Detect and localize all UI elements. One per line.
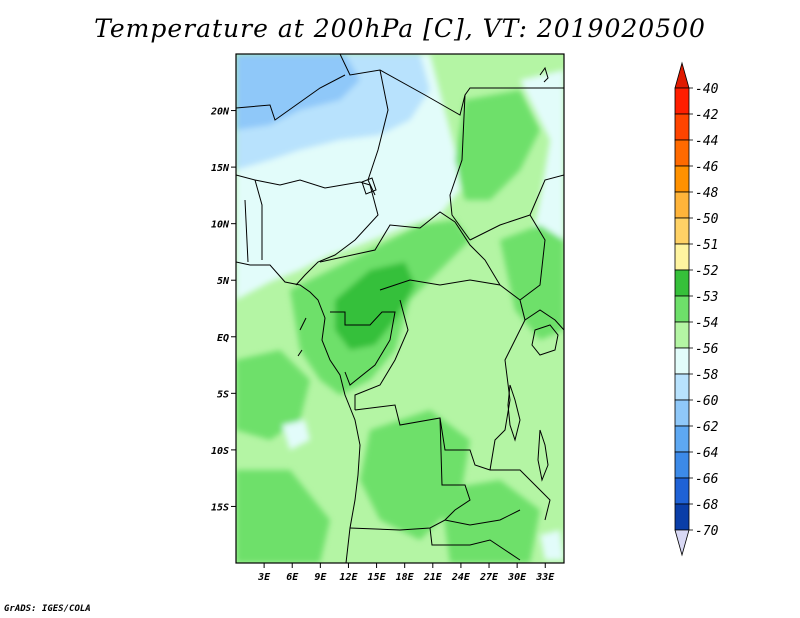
- lake-chad: [361, 177, 377, 195]
- lake-tanganyika: [507, 384, 521, 442]
- colorbar-level-label: -68: [695, 498, 719, 513]
- colorbar-swatch: [674, 321, 690, 349]
- colorbar-swatch: [674, 269, 690, 297]
- x-tick-label: 27E: [479, 572, 499, 583]
- y-tick-label: 15S: [211, 502, 229, 513]
- field-minus53-southwest: [236, 470, 330, 563]
- colorbar-level-label: -40: [695, 82, 719, 97]
- grads-credit: GrADS: IGES/COLA: [4, 604, 91, 614]
- border-angola-namibia: [349, 509, 521, 531]
- x-tick-label: 18E: [396, 572, 415, 583]
- border-ethiopia: [529, 174, 564, 216]
- field-minus54-pocket-sw: [282, 420, 310, 450]
- colorbar-swatch: [674, 139, 690, 167]
- border-cameroon-car: [319, 211, 501, 286]
- colorbar-swatch: [674, 87, 690, 115]
- colorbar-swatch: [674, 425, 690, 453]
- border-south-sudan: [469, 214, 546, 301]
- border-angola-zambia: [439, 417, 471, 521]
- x-tick-label: 21E: [423, 572, 443, 583]
- field-minus53-east: [500, 225, 564, 340]
- colorbar-level-label: -60: [695, 394, 719, 409]
- border-namibia-botswana: [429, 527, 521, 561]
- x-tick-label: 33E: [535, 572, 555, 583]
- colorbar-level-label: -70: [695, 524, 719, 539]
- colorbar-top-arrow: [674, 61, 690, 89]
- border-zambia-zimbabwe: [490, 469, 551, 521]
- colorbar-swatch: [674, 347, 690, 375]
- colorbar-swatch: [674, 477, 690, 505]
- border-chad-sudan: [449, 94, 471, 241]
- colorbar-level-label: -62: [695, 420, 719, 435]
- colorbar-level-label: -53: [695, 290, 718, 305]
- border-algeria-niger: [236, 74, 346, 121]
- coast-east-lake-victoria: [531, 324, 559, 356]
- colorbar-swatch: [674, 295, 690, 323]
- colorbar-swatch: [674, 191, 690, 219]
- map-frame: [235, 53, 565, 564]
- border-tanzania-kenya: [524, 309, 564, 331]
- colorbar-level-label: -56: [695, 342, 719, 357]
- border-libya-niger-chad: [339, 54, 564, 116]
- colorbar-level-label: -51: [695, 238, 718, 253]
- colorbar-level-label: -50: [695, 212, 719, 227]
- y-tick-label: 5S: [217, 389, 229, 400]
- field-minus58-north: [236, 54, 360, 130]
- colorbar-swatch: [674, 243, 690, 271]
- colorbar-level-label: -44: [695, 134, 718, 149]
- border-drc-east: [489, 299, 526, 471]
- map-title: Temperature at 200hPa [C], VT: 201902050…: [94, 14, 706, 43]
- border-car-drc: [379, 279, 521, 301]
- border-drc-angola: [354, 404, 491, 471]
- colorbar: -40 -42 -44 -46 -48 -50 -51 -52 -53 -54 -56 -58 -60 -…: [674, 61, 719, 557]
- y-tick-label: 10N: [211, 220, 230, 231]
- colorbar-swatch: [674, 217, 690, 245]
- x-tick-label: 24E: [451, 572, 471, 583]
- border-nigeria-cameroon: [295, 184, 379, 286]
- colorbar-swatch: [674, 165, 690, 193]
- field-minus52-core: [335, 262, 415, 350]
- colorbar-swatch: [674, 399, 690, 427]
- colorbar-level-label: -66: [695, 472, 719, 487]
- x-tick-label: 6E: [286, 572, 299, 583]
- lake-malawi: [537, 429, 549, 482]
- y-tick-label: 20N: [210, 107, 230, 118]
- colorbar-level-label: -52: [695, 264, 719, 279]
- colorbar-level-label: -42: [695, 108, 719, 123]
- border-drc-west: [354, 299, 409, 410]
- colorbar-level-label: -48: [695, 186, 719, 201]
- y-tick-label: 5N: [217, 276, 230, 287]
- colorbar-level-label: -46: [695, 160, 719, 175]
- field-minus54-pocket-se: [540, 530, 564, 560]
- border-gabon-congo: [330, 311, 396, 386]
- field-minus53-northeast: [455, 90, 540, 200]
- y-axis-ticks: 20N 15N 10N 5N EQ 5S 10S 15S: [210, 107, 236, 513]
- x-tick-label: 9E: [314, 572, 327, 583]
- colorbar-swatch: [674, 373, 690, 401]
- border-benin-togo: [244, 179, 263, 263]
- x-tick-label: 15E: [368, 572, 387, 583]
- temperature-field: [236, 54, 564, 563]
- colorbar-level-label: -54: [695, 316, 718, 331]
- x-axis-ticks: 3E 6E 9E 12E 15E 18E 21E 24E 27E 30E 33E: [257, 563, 555, 583]
- colorbar-swatch: [674, 503, 690, 531]
- field-minus53-west: [236, 350, 310, 440]
- country-borders: [236, 54, 564, 563]
- coast-west-africa: [236, 261, 361, 563]
- colorbar-level-label: -64: [695, 446, 718, 461]
- x-tick-label: 3E: [257, 572, 271, 583]
- colorbar-level-label: -58: [695, 368, 719, 383]
- river-congo-west: [297, 317, 307, 357]
- y-tick-label: EQ: [217, 333, 229, 344]
- colorbar-swatch: [674, 451, 690, 479]
- nile-river: [539, 66, 549, 83]
- colorbar-bottom-arrow: [674, 529, 690, 557]
- y-tick-label: 10S: [211, 446, 229, 457]
- colorbar-swatch: [674, 113, 690, 141]
- x-tick-label: 12E: [339, 572, 358, 583]
- x-tick-label: 30E: [507, 572, 527, 583]
- y-tick-label: 15N: [211, 163, 230, 174]
